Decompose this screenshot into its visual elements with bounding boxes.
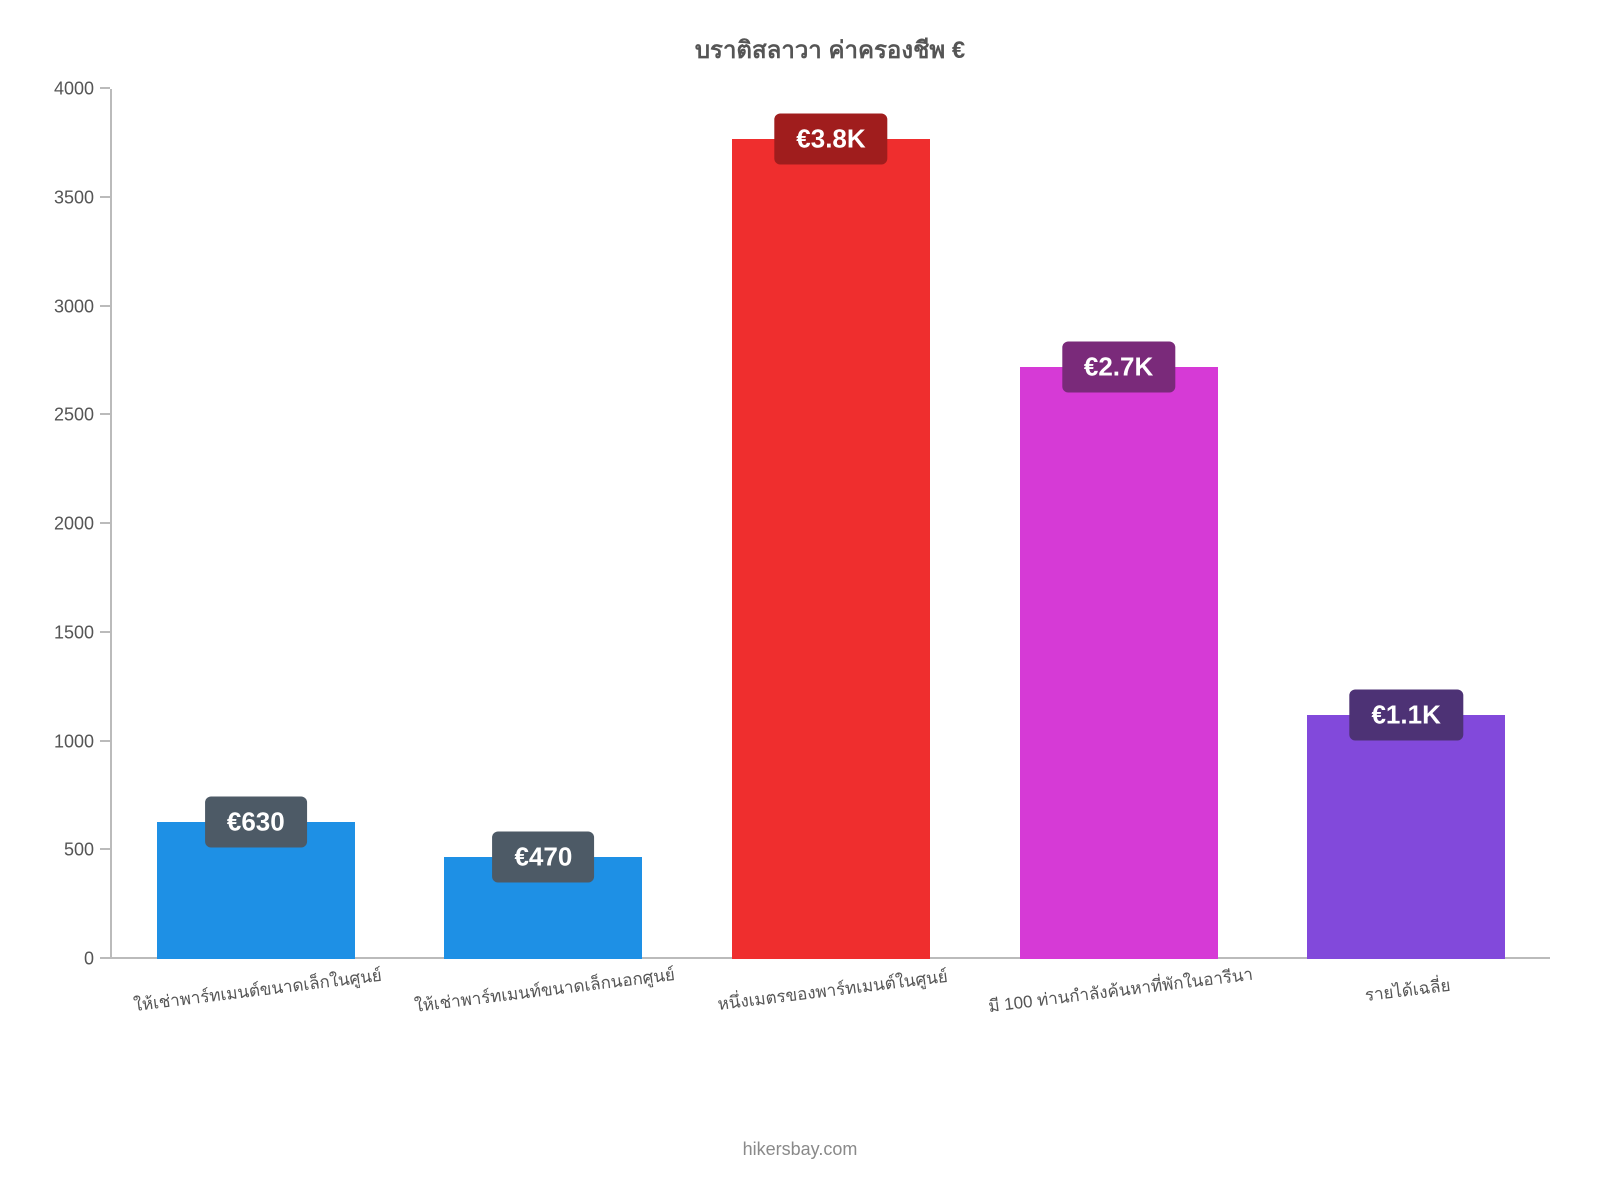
y-tick-label: 1500 bbox=[54, 622, 112, 643]
chart-container: บราติสลาวา ค่าครองชีพ € €630ให้เช่าพาร์ท… bbox=[0, 0, 1600, 1200]
bar-value-badge: €470 bbox=[492, 831, 594, 882]
bar-slot: €3.8Kหนึ่งเมตรของพาร์ทเมนต์ในศูนย์ bbox=[707, 89, 955, 959]
bar-value-badge: €1.1K bbox=[1349, 690, 1462, 741]
y-tick-label: 3000 bbox=[54, 296, 112, 317]
x-category-label: รายได้เฉลี่ย bbox=[1406, 967, 1495, 1004]
attribution-text: hikersbay.com bbox=[0, 1139, 1600, 1160]
y-tick-label: 2000 bbox=[54, 514, 112, 535]
bar bbox=[1307, 715, 1505, 959]
bar-slot: €630ให้เช่าพาร์ทเมนต์ขนาดเล็กในศูนย์ bbox=[132, 89, 380, 959]
y-tick-label: 4000 bbox=[54, 79, 112, 100]
chart-title: บราติสลาวา ค่าครองชีพ € bbox=[110, 30, 1550, 69]
bar-value-badge: €3.8K bbox=[774, 114, 887, 165]
y-tick-label: 1000 bbox=[54, 731, 112, 752]
bar bbox=[1020, 367, 1218, 959]
bar-slot: €1.1Kรายได้เฉลี่ย bbox=[1282, 89, 1530, 959]
plot-area: €630ให้เช่าพาร์ทเมนต์ขนาดเล็กในศูนย์€470… bbox=[110, 89, 1550, 959]
bar-slot: €470ให้เช่าพาร์ทเมนท์ขนาดเล็กนอกศูนย์ bbox=[420, 89, 668, 959]
bar-slot: €2.7Kมี 100 ท่านกำลังค้นหาที่พักในอารีนา bbox=[995, 89, 1243, 959]
y-tick-label: 2500 bbox=[54, 405, 112, 426]
bar-value-badge: €2.7K bbox=[1062, 342, 1175, 393]
y-tick-label: 0 bbox=[84, 949, 112, 970]
bars-group: €630ให้เช่าพาร์ทเมนต์ขนาดเล็กในศูนย์€470… bbox=[112, 89, 1550, 959]
y-tick-label: 3500 bbox=[54, 187, 112, 208]
bar-value-badge: €630 bbox=[205, 796, 307, 847]
bar bbox=[732, 139, 930, 959]
y-tick-label: 500 bbox=[64, 840, 112, 861]
